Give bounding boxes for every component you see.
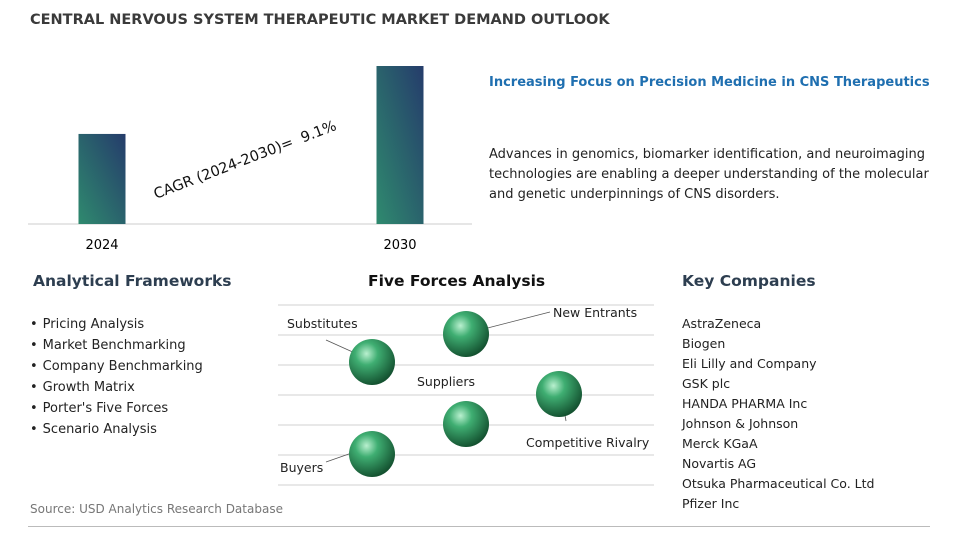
framework-item: Pricing Analysis — [30, 314, 203, 335]
divider — [28, 526, 930, 527]
section-title: Key Companies — [682, 272, 816, 290]
bar-chart: 2024 2030 CAGR (2024-2030)= 9.1% — [28, 66, 472, 253]
company-item: Pfizer Inc — [682, 496, 740, 511]
company-item: Biogen — [682, 336, 726, 351]
company-list: AstraZeneca Biogen Eli Lilly and Company GS… — [682, 314, 874, 514]
company-item: Otsuka Pharmaceutical Co. Ltd — [682, 476, 875, 491]
force-label: Buyers — [280, 460, 323, 475]
framework-item: Porter's Five Forces — [30, 398, 203, 419]
framework-item: Growth Matrix — [30, 377, 203, 398]
company-item: GSK plc — [682, 376, 731, 391]
x-tick-label: 2030 — [383, 238, 416, 253]
force-label: Competitive Rivalry — [526, 435, 650, 450]
force-label: Substitutes — [287, 316, 358, 331]
framework-list: Pricing AnalysisMarket BenchmarkingCompa… — [30, 314, 203, 440]
framework-item: Scenario Analysis — [30, 419, 203, 440]
framework-item: Market Benchmarking — [30, 335, 203, 356]
bar — [376, 66, 424, 224]
annotation: CAGR (2024-2030)= 9.1% — [152, 118, 339, 203]
company-item: Novartis AG — [682, 456, 757, 471]
company-item: Merck KGaA — [682, 436, 758, 451]
company-item: HANDA PHARMA Inc — [682, 396, 808, 411]
company-item: Eli Lilly and Company — [682, 356, 817, 371]
section-title: Analytical Frameworks — [33, 272, 232, 290]
section-title: Five Forces Analysis — [368, 272, 546, 290]
source: Source: USD Analytics Research Database — [30, 502, 283, 516]
five-forces-diagram: Substitutes New Entrants Suppliers Competit… — [278, 304, 654, 486]
x-tick-label: 2024 — [85, 238, 118, 253]
insight-body: Advances in genomics, biomarker identifi… — [489, 147, 929, 202]
company-item: AstraZeneca — [682, 316, 762, 331]
company-item: Johnson & Johnson — [682, 416, 799, 431]
title: CENTRAL NERVOUS SYSTEM THERAPEUTIC MARKE… — [30, 12, 610, 28]
insight-heading: Increasing Focus on Precision Medicine i… — [489, 75, 930, 90]
framework-item: Company Benchmarking — [30, 356, 203, 377]
force-label: New Entrants — [553, 305, 637, 320]
bar — [78, 133, 126, 224]
force-label: Suppliers — [417, 374, 475, 389]
